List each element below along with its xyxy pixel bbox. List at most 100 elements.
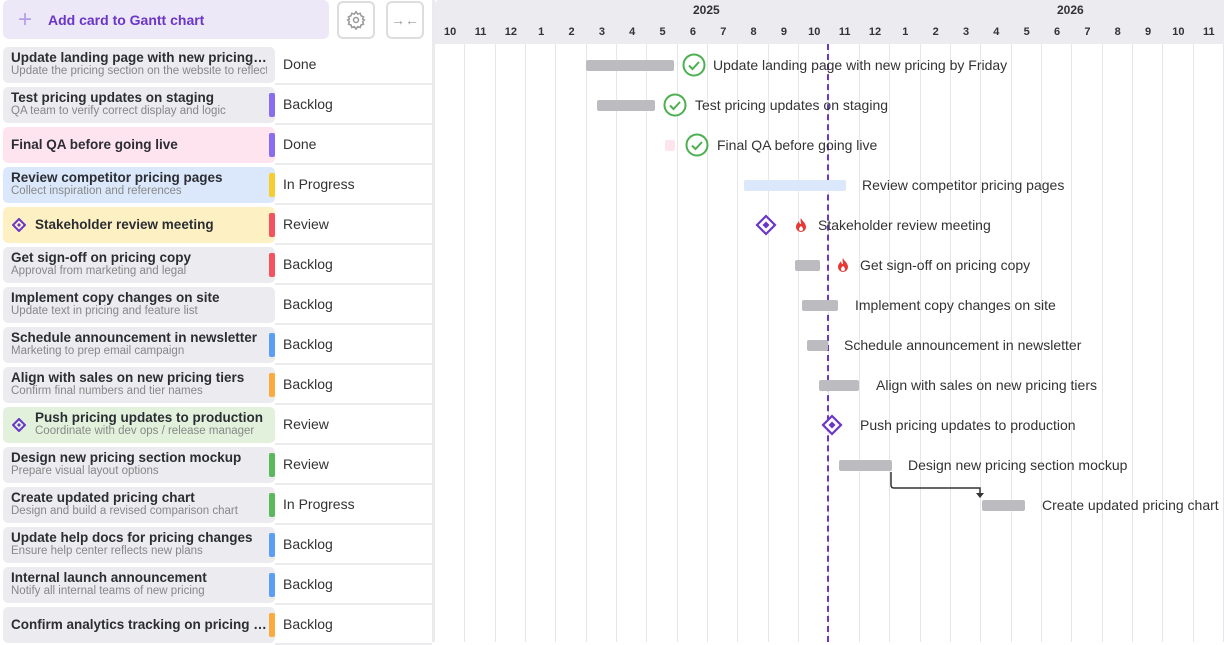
task-row[interactable]: Schedule announcement in newsletter Marke… [0, 325, 435, 365]
task-row[interactable]: Update help docs for pricing changes Ensu… [0, 525, 435, 565]
task-status[interactable]: Backlog [275, 245, 432, 285]
task-card[interactable]: Design new pricing section mockup Prepare… [3, 447, 275, 483]
task-status[interactable]: Backlog [275, 325, 432, 365]
task-bar[interactable] [665, 140, 675, 151]
month-label: 5 [1023, 26, 1030, 38]
settings-button[interactable] [337, 1, 375, 39]
task-bar[interactable] [839, 460, 892, 471]
task-row[interactable]: Review competitor pricing pages Collect i… [0, 165, 435, 205]
task-status[interactable]: In Progress [275, 165, 432, 205]
task-bar[interactable] [802, 300, 838, 311]
task-bar[interactable] [982, 500, 1025, 511]
task-card[interactable]: Test pricing updates on staging QA team t… [3, 87, 275, 123]
task-row[interactable]: Create updated pricing chart Design and b… [0, 485, 435, 525]
task-card[interactable]: Internal launch announcement Notify all i… [3, 567, 275, 603]
task-card[interactable]: Final QA before going live [3, 127, 275, 163]
grid-column [1163, 44, 1194, 642]
task-card[interactable]: Review competitor pricing pages Collect i… [3, 167, 275, 203]
task-card[interactable]: Push pricing updates to production Coordi… [3, 407, 275, 443]
month-label: 2 [932, 26, 939, 38]
grid-column [769, 44, 800, 642]
dependency-arrow [890, 472, 984, 498]
month-label: 3 [962, 26, 970, 38]
month-label: 1 [538, 26, 545, 38]
month-label: 9 [780, 26, 788, 38]
panel-divider[interactable] [432, 0, 435, 642]
grid-column [951, 44, 982, 642]
task-card[interactable]: Align with sales on new pricing tiers Con… [3, 367, 275, 403]
task-title: Confirm analytics tracking on pricing s.… [11, 617, 267, 632]
grid-column [435, 44, 466, 642]
task-title: Stakeholder review meeting [35, 217, 214, 232]
month-label: 7 [720, 26, 727, 38]
month-label: 10 [444, 26, 457, 38]
color-tag [269, 573, 275, 597]
task-card[interactable]: Update landing page with new pricing b..… [3, 47, 275, 83]
task-row[interactable]: Push pricing updates to production Coordi… [0, 405, 435, 445]
gantt-task-label: Stakeholder review meeting [818, 217, 991, 233]
task-title: Update landing page with new pricing b..… [11, 50, 267, 65]
task-card[interactable]: Stakeholder review meeting [3, 207, 275, 243]
task-card[interactable]: Schedule announcement in newsletter Marke… [3, 327, 275, 363]
task-row[interactable]: Final QA before going live Done [0, 125, 435, 165]
month-label: 9 [1145, 26, 1152, 38]
task-bar[interactable] [744, 180, 846, 191]
month-label: 4 [993, 26, 1000, 38]
task-subtitle: Approval from marketing and legal [11, 265, 187, 277]
task-card[interactable]: Confirm analytics tracking on pricing s.… [3, 607, 275, 643]
task-row[interactable]: Align with sales on new pricing tiers Con… [0, 365, 435, 405]
toolbar: + Add card to Gantt chart →← [0, 0, 435, 45]
add-card-button[interactable]: + Add card to Gantt chart [3, 0, 329, 39]
task-status[interactable]: Review [275, 445, 432, 485]
month-label: 12 [504, 26, 517, 38]
collapse-button[interactable]: →← [386, 1, 424, 39]
task-card[interactable]: Implement copy changes on site Update tex… [3, 287, 275, 323]
task-card[interactable]: Create updated pricing chart Design and b… [3, 487, 275, 523]
task-status[interactable]: Backlog [275, 285, 432, 325]
task-bar[interactable] [807, 340, 828, 351]
gantt-task-label: Implement copy changes on site [855, 297, 1056, 313]
collapse-arrows-icon: →← [391, 12, 419, 28]
grid-column [1194, 44, 1224, 642]
task-subtitle: Ensure help center reflects new plans [11, 545, 203, 557]
task-status[interactable]: Review [275, 205, 432, 245]
task-card[interactable]: Update help docs for pricing changes Ensu… [3, 527, 275, 563]
task-status[interactable]: Done [275, 45, 432, 85]
task-row[interactable]: Test pricing updates on staging QA team t… [0, 85, 435, 125]
task-bar[interactable] [597, 100, 655, 111]
year-label: 2025 [693, 3, 720, 17]
task-status[interactable]: Backlog [275, 85, 432, 125]
task-bar[interactable] [819, 380, 859, 391]
task-status[interactable]: Backlog [275, 565, 432, 605]
milestone-icon[interactable] [755, 214, 777, 236]
task-row[interactable]: Stakeholder review meeting Review [0, 205, 435, 245]
task-status[interactable]: In Progress [275, 485, 432, 525]
month-label: 12 [868, 26, 882, 38]
task-row[interactable]: Confirm analytics tracking on pricing s.… [0, 605, 435, 645]
task-bar[interactable] [586, 60, 674, 71]
task-row[interactable]: Internal launch announcement Notify all i… [0, 565, 435, 605]
task-row[interactable]: Update landing page with new pricing b..… [0, 45, 435, 85]
color-tag [269, 613, 275, 637]
grid-column [465, 44, 496, 642]
task-status[interactable]: Backlog [275, 525, 432, 565]
month-label: 2 [568, 26, 575, 38]
task-row[interactable]: Implement copy changes on site Update tex… [0, 285, 435, 325]
grid-column [1133, 44, 1164, 642]
task-bar[interactable] [795, 260, 820, 271]
task-subtitle: Notify all internal teams of new pricing [11, 585, 205, 597]
task-card[interactable]: Get sign-off on pricing copy Approval fro… [3, 247, 275, 283]
grid-column [708, 44, 739, 642]
task-status[interactable]: Review [275, 405, 432, 445]
milestone-icon[interactable] [821, 414, 843, 436]
task-status[interactable]: Backlog [275, 605, 432, 645]
task-subtitle: QA team to verify correct display and lo… [11, 105, 226, 117]
task-row[interactable]: Design new pricing section mockup Prepare… [0, 445, 435, 485]
task-status[interactable]: Done [275, 125, 432, 165]
task-status[interactable]: Backlog [275, 365, 432, 405]
gantt-task-label: Create updated pricing chart [1042, 497, 1219, 513]
color-tag [269, 493, 275, 517]
task-row[interactable]: Get sign-off on pricing copy Approval fro… [0, 245, 435, 285]
gantt-chart: 2025 2026 10 11 12 1 2 3 4 5 6 7 8 9 10 11 12 1 2 3 4 5 6 7 8 9… [435, 0, 1224, 642]
month-label: 10 [808, 26, 821, 38]
